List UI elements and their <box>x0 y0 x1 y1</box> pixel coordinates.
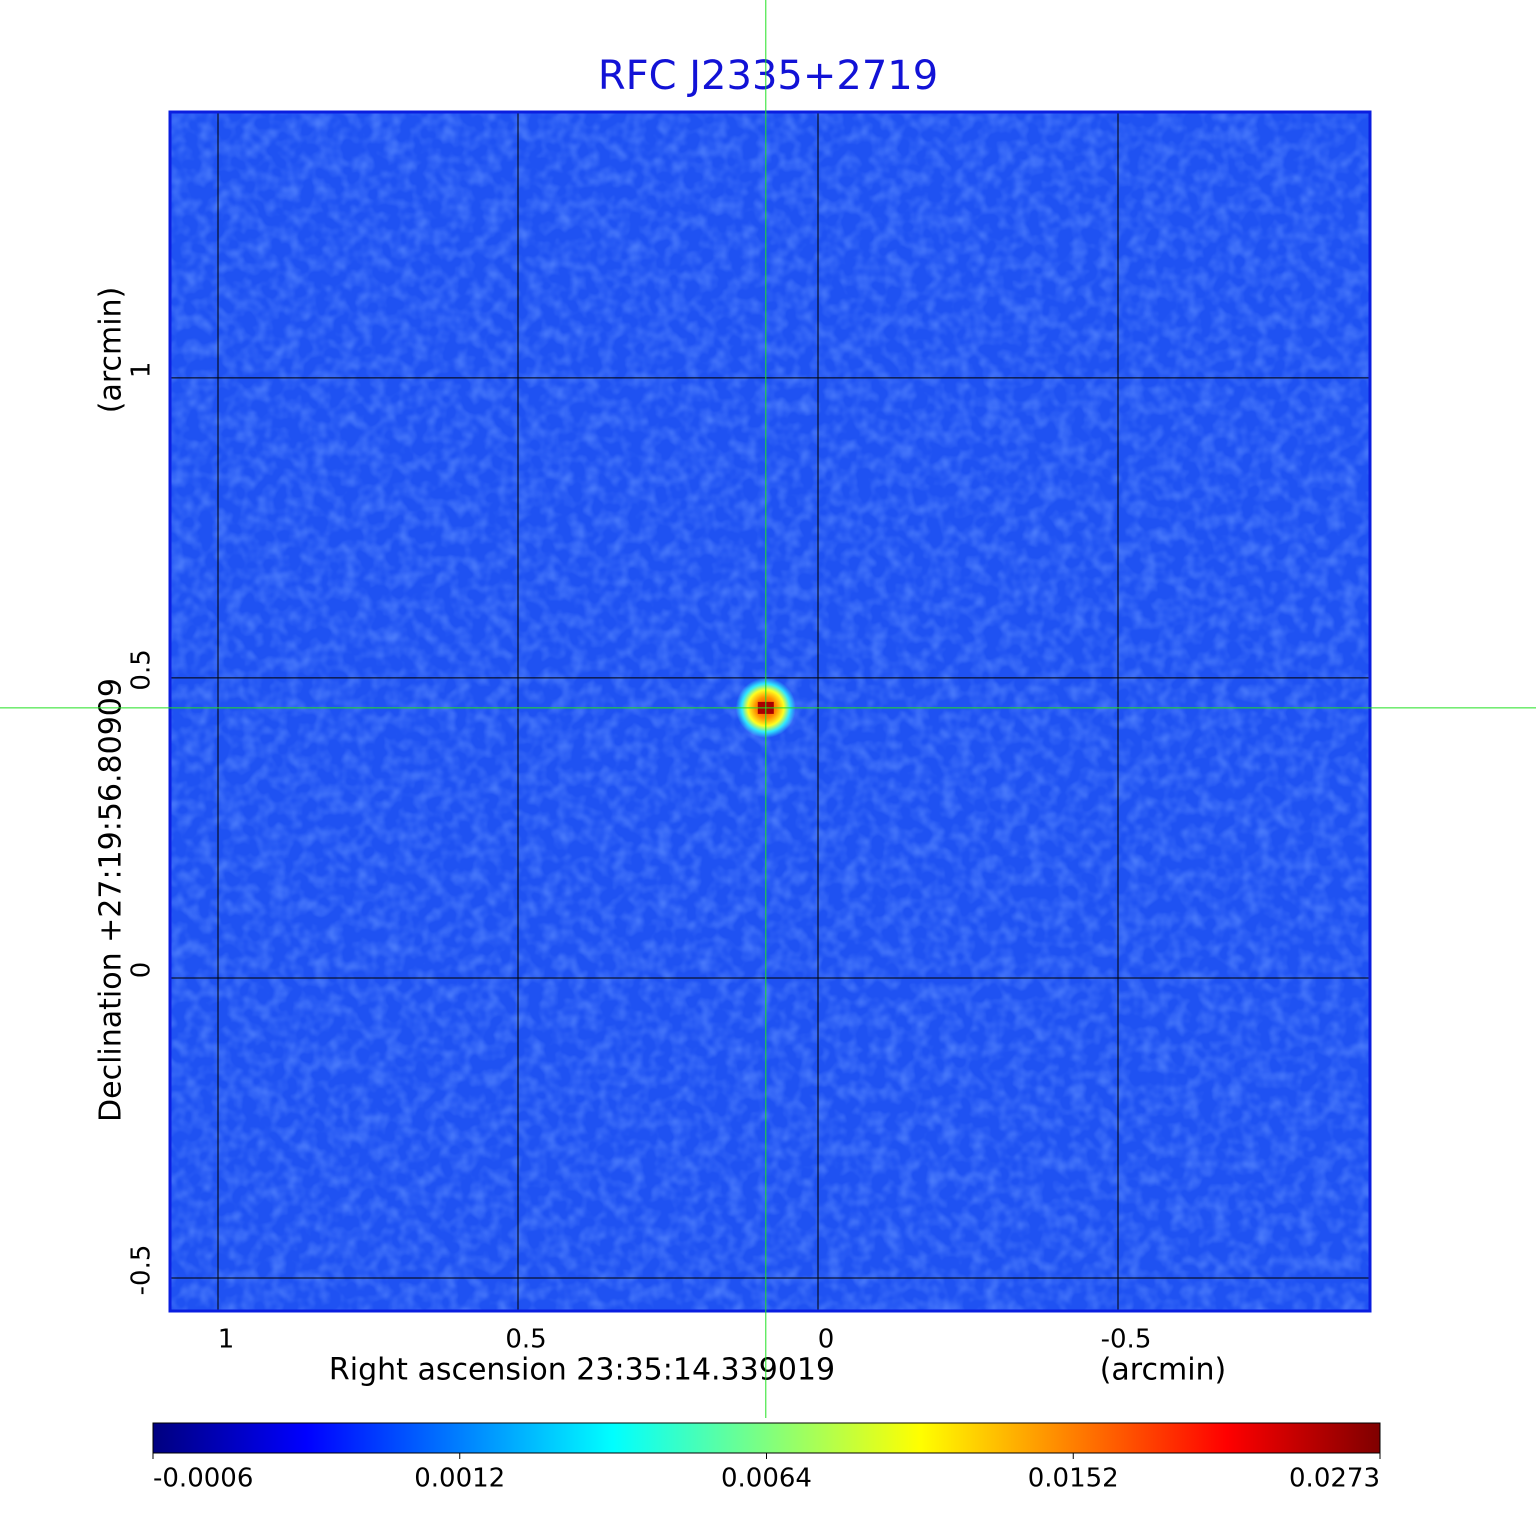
x-tick-label: 0 <box>818 1325 835 1355</box>
colorbar-tick-label: 0.0064 <box>721 1464 812 1494</box>
y-axis-unit: (arcmin) <box>94 287 129 414</box>
y-tick-label: 0.5 <box>127 649 157 690</box>
x-axis-label: Right ascension 23:35:14.339019 <box>329 1353 835 1388</box>
y-axis-label: Declination +27:19:56.80909 <box>94 678 129 1122</box>
colorbar-tick-label: 0.0273 <box>1289 1464 1380 1494</box>
x-tick-label: 1 <box>218 1325 235 1355</box>
x-tick-label: 0.5 <box>505 1325 546 1355</box>
x-axis-unit: (arcmin) <box>1100 1353 1227 1388</box>
chart-title: RFC J2335+2719 <box>598 53 938 99</box>
plot-frame <box>168 110 1372 1313</box>
colorbar <box>152 1422 1381 1454</box>
y-tick-label: 1 <box>127 362 157 379</box>
y-tick-label: 0 <box>127 962 157 979</box>
colorbar-tick-label: -0.0006 <box>153 1464 253 1494</box>
colorbar-tick-label: 0.0152 <box>1028 1464 1119 1494</box>
colorbar-tick-label: 0.0012 <box>414 1464 505 1494</box>
x-tick-label: -0.5 <box>1101 1325 1152 1355</box>
y-tick-label: -0.5 <box>127 1245 157 1296</box>
